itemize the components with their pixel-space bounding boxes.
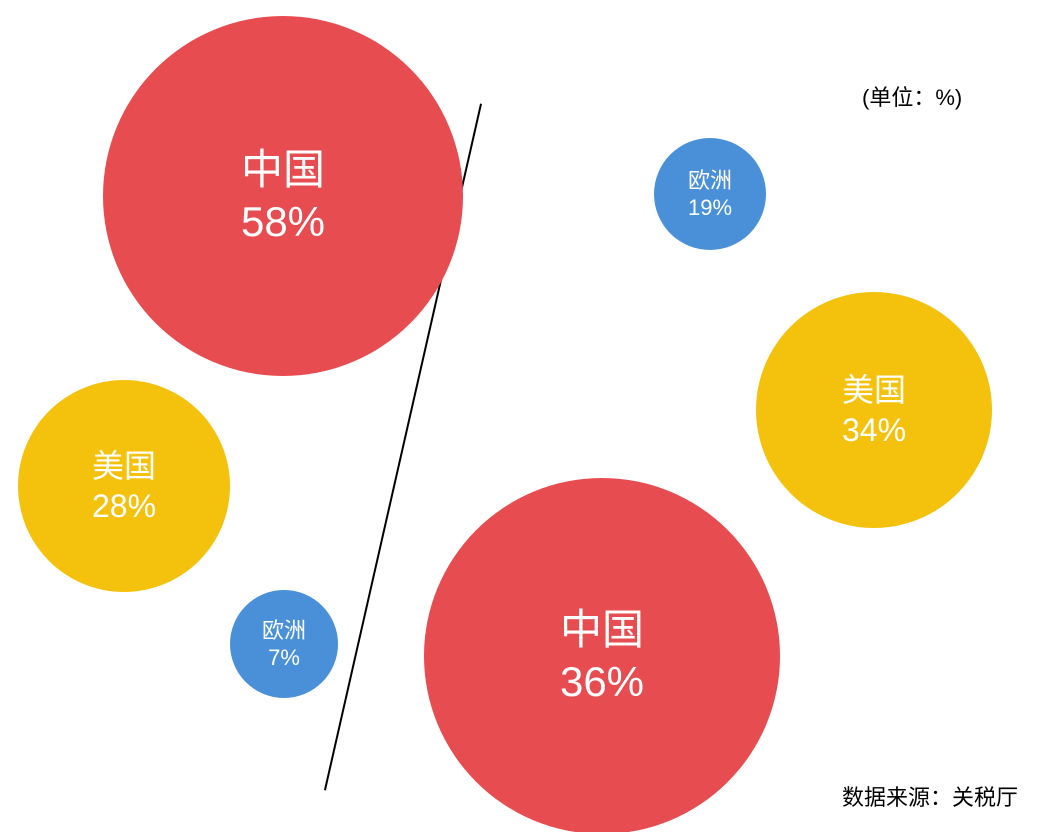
- bubble-value: 28%: [92, 486, 156, 526]
- bubble-label: 美国: [92, 446, 156, 486]
- bubble-right-eu: 欧洲 19%: [654, 138, 766, 250]
- bubble-left-china: 中国 58%: [103, 16, 463, 376]
- bubble-label: 欧洲: [262, 617, 306, 645]
- bubble-label: 欧洲: [688, 167, 732, 195]
- bubble-value: 34%: [842, 410, 906, 450]
- bubble-label: 美国: [842, 370, 906, 410]
- bubble-value: 19%: [688, 194, 732, 222]
- bubble-value: 36%: [560, 656, 644, 709]
- bubble-value: 7%: [268, 644, 300, 672]
- bubble-left-us: 美国 28%: [18, 380, 230, 592]
- unit-note: (单位：%): [862, 80, 962, 112]
- bubble-right-us: 美国 34%: [756, 292, 992, 528]
- bubble-right-china: 中国 36%: [424, 478, 780, 832]
- source-note: 数据来源：关税厅: [842, 780, 1018, 812]
- bubble-left-eu: 欧洲 7%: [230, 590, 338, 698]
- bubble-value: 58%: [241, 196, 325, 249]
- bubble-label: 中国: [560, 604, 644, 657]
- bubble-label: 中国: [241, 144, 325, 197]
